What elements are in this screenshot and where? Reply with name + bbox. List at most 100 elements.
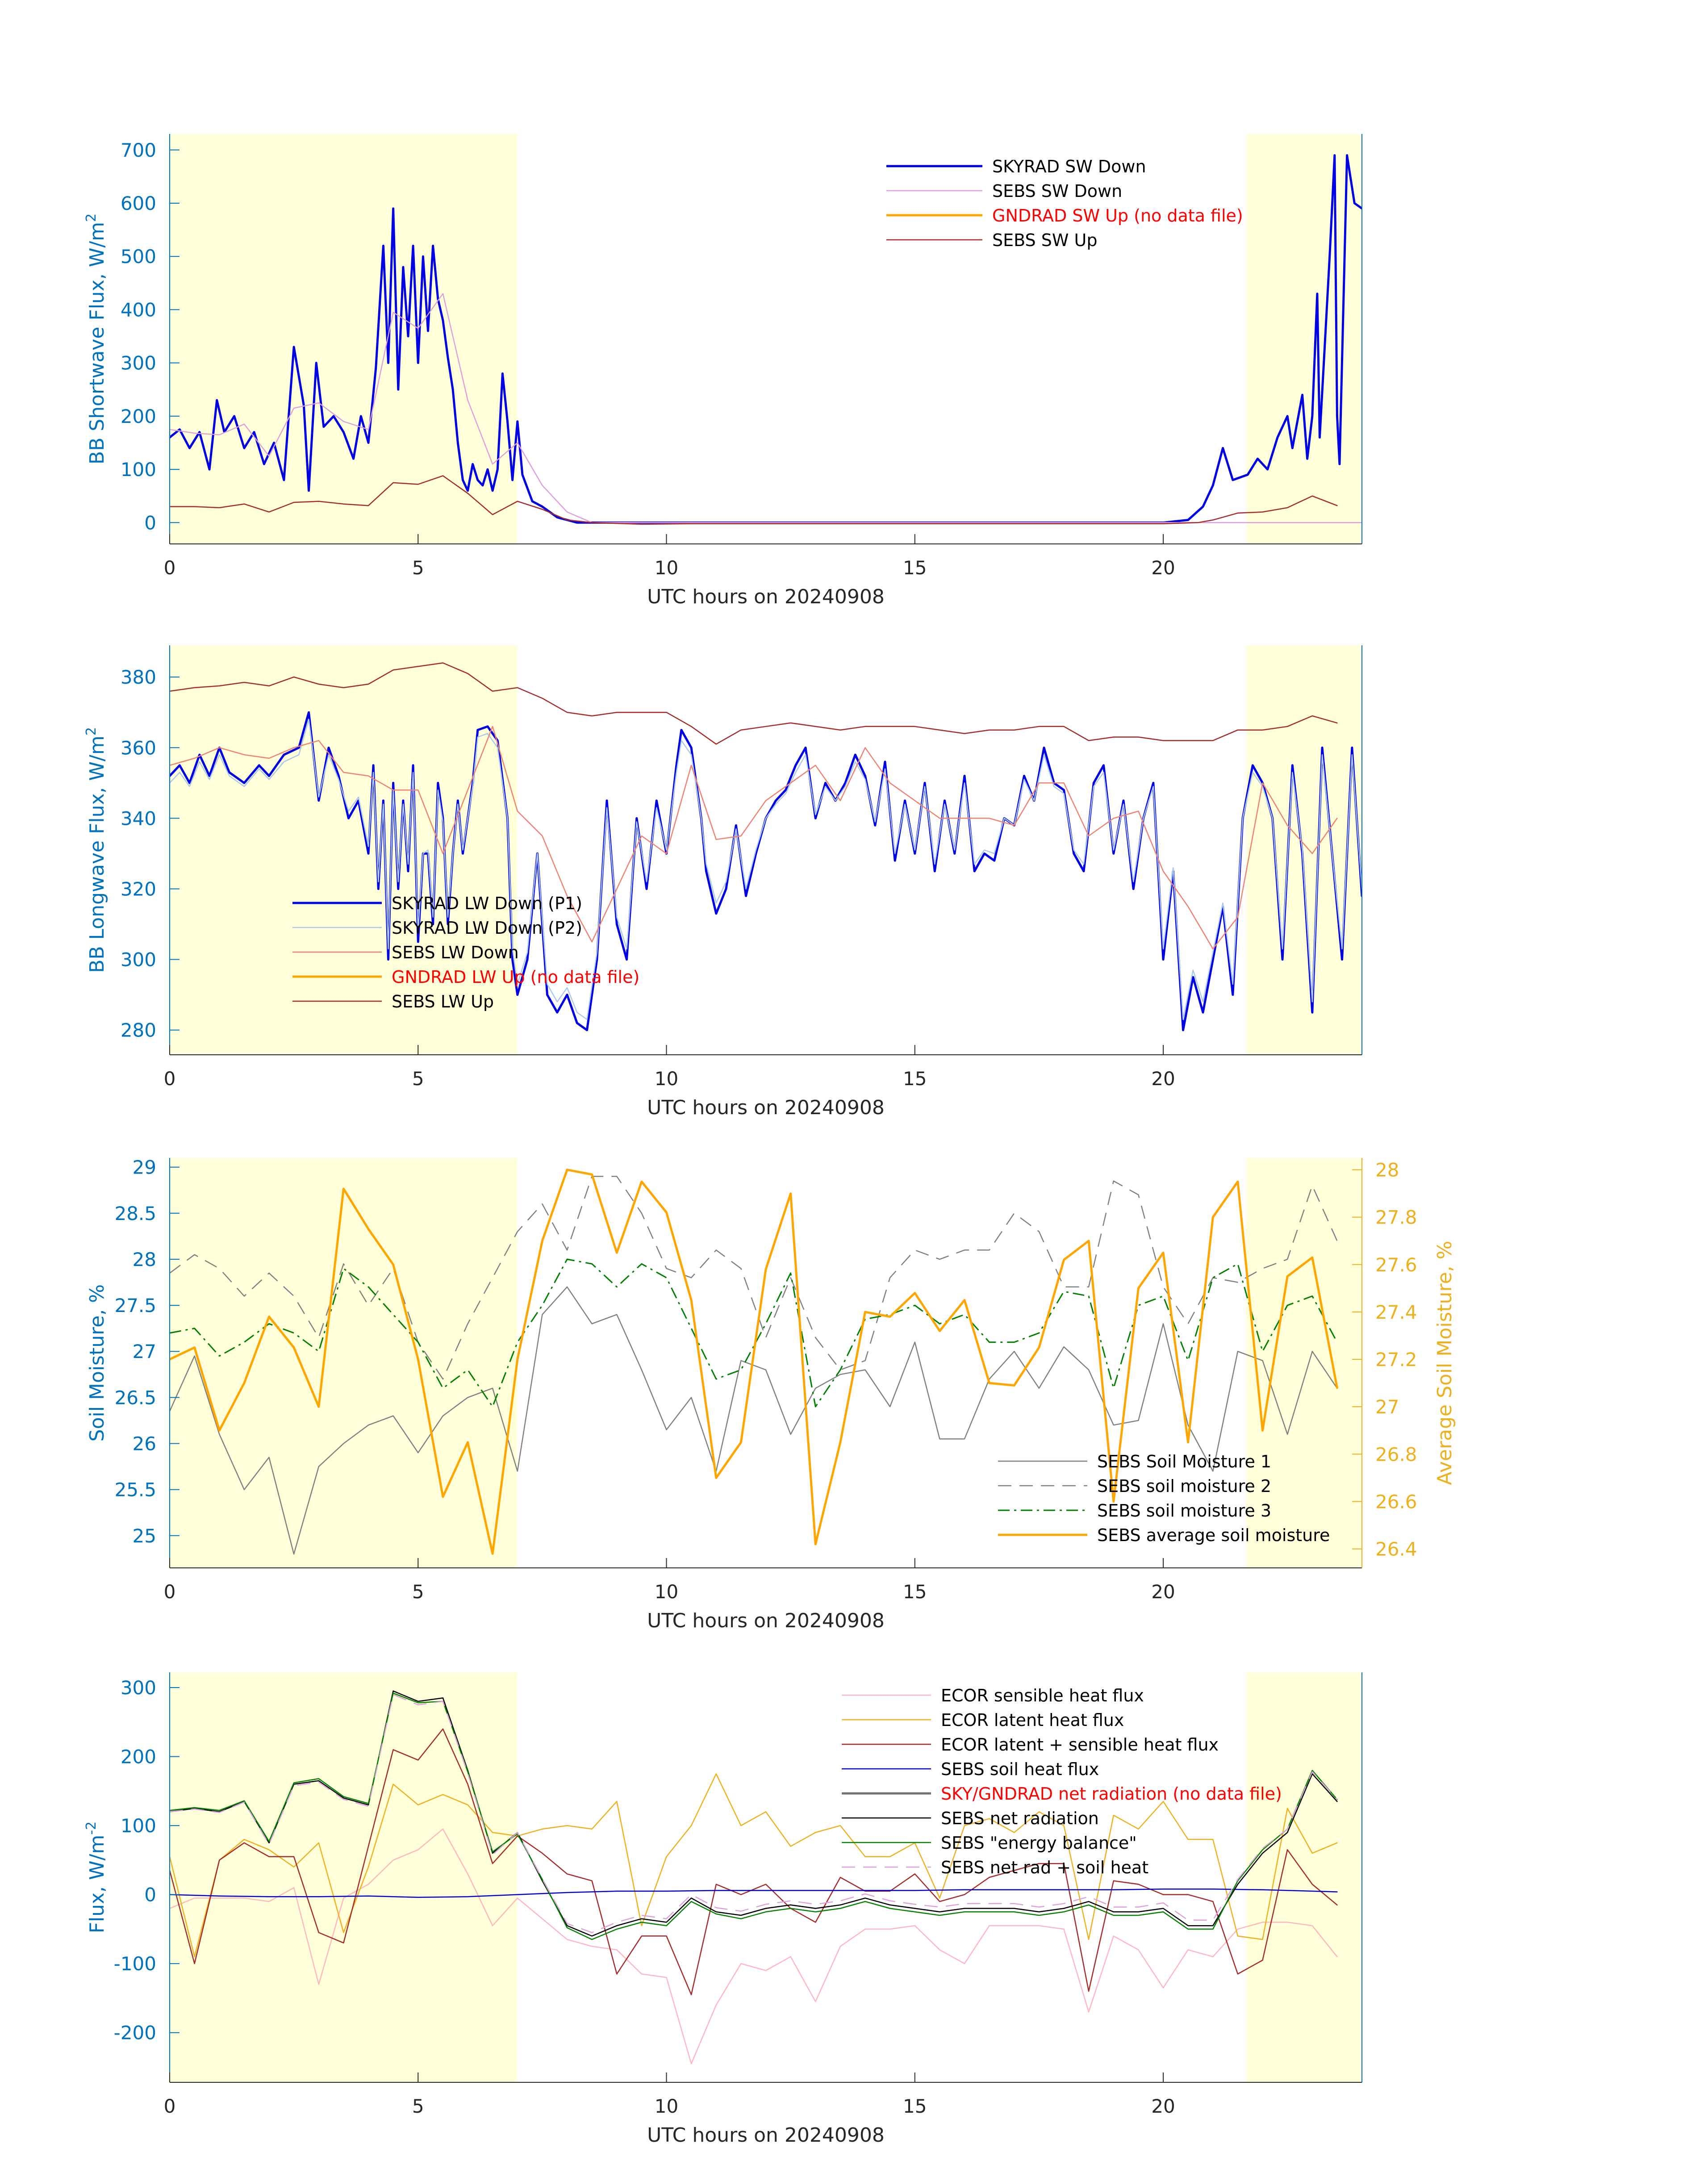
x-tick-label: 5 <box>412 2095 424 2117</box>
night-shade <box>170 134 518 544</box>
y-tick-label: 300 <box>121 352 156 374</box>
y-tick-label: -100 <box>114 1953 156 1975</box>
y-tick-label: 27.5 <box>114 1295 156 1316</box>
y-axis-label-sup: -2 <box>84 1822 99 1835</box>
panel-lw: 0 5 10 15 20 UTC hours on 20240908 280 300 320 34… <box>84 645 1362 1119</box>
legend-label: SEBS net rad + soil heat <box>941 1858 1148 1877</box>
x-tick-label: 15 <box>903 1581 927 1603</box>
night-shade <box>170 1672 518 2082</box>
y-tick-label: 29 <box>133 1157 156 1178</box>
legend-label: SEBS soil moisture 2 <box>1097 1476 1271 1496</box>
x-axis-label: UTC hours on 20240908 <box>647 2124 885 2147</box>
legend-label: SEBS soil heat flux <box>941 1759 1099 1779</box>
x-tick-label: 20 <box>1151 1581 1175 1603</box>
legend-label: ECOR latent heat flux <box>941 1710 1124 1730</box>
y-tick-label: 500 <box>121 246 156 267</box>
legend: SKYRAD LW Down (P1) SKYRAD LW Down (P2) SE… <box>292 894 639 1011</box>
legend-label: SEBS SW Up <box>992 230 1097 250</box>
series-line <box>170 662 1338 745</box>
night-shade <box>1246 1158 1362 1568</box>
series-line <box>170 1169 1338 1555</box>
y-tick-label: 320 <box>121 878 156 900</box>
y-right-tick-label: 28 <box>1375 1159 1399 1181</box>
y-right-tick-label: 27.2 <box>1375 1349 1417 1371</box>
legend-label: SEBS LW Up <box>392 992 494 1011</box>
night-shade <box>170 645 518 1055</box>
x-tick-label: 20 <box>1151 2095 1175 2117</box>
y-tick-label: 360 <box>121 737 156 759</box>
y-tick-label: 100 <box>121 1815 156 1837</box>
y-axis-label-text: Flux, W/m <box>86 1835 109 1934</box>
y-tick-label: 200 <box>121 1746 156 1768</box>
y-tick-label: 27 <box>133 1341 156 1362</box>
x-tick-label: 0 <box>164 1581 176 1603</box>
x-tick-label: 5 <box>412 1581 424 1603</box>
legend-label: SEBS soil moisture 3 <box>1097 1501 1271 1521</box>
y-tick-label: 25 <box>133 1525 156 1547</box>
y-axis-label-text: BB Shortwave Flux, W/m <box>86 222 109 464</box>
y-right-tick-label: 26.8 <box>1375 1443 1417 1465</box>
series-line <box>170 1728 1338 1995</box>
x-tick-label: 10 <box>655 1581 678 1603</box>
legend-label: ECOR latent + sensible heat flux <box>941 1735 1219 1755</box>
legend: ECOR sensible heat flux ECOR latent heat … <box>842 1686 1282 1877</box>
series-line <box>170 1692 1338 1940</box>
y-axis-label-sup: 2 <box>84 727 99 735</box>
y-tick-label: 600 <box>121 192 156 214</box>
legend: SKYRAD SW Down SEBS SW Down GNDRAD SW Up (… <box>886 157 1243 250</box>
series-line <box>170 719 1362 1020</box>
y-tick-label: 28.5 <box>114 1203 156 1224</box>
y-tick-label: -200 <box>114 2022 156 2044</box>
legend-label: SEBS average soil moisture <box>1097 1525 1330 1545</box>
x-tick-label: 10 <box>655 2095 678 2117</box>
y-right-tick-label: 27 <box>1375 1396 1399 1418</box>
y-tick-label: 0 <box>144 1884 156 1906</box>
x-tick-label: 15 <box>903 2095 927 2117</box>
x-tick-label: 5 <box>412 1068 424 1090</box>
series-group <box>170 154 1362 525</box>
night-shade <box>1246 134 1362 544</box>
x-tick-label: 20 <box>1151 557 1175 579</box>
night-shade <box>170 1158 518 1568</box>
y-right-tick-label: 27.4 <box>1375 1301 1417 1323</box>
night-shade <box>1246 645 1362 1055</box>
x-tick-label: 5 <box>412 557 424 579</box>
legend-label: SKY/GNDRAD net radiation (no data file) <box>941 1784 1282 1804</box>
y-right-axis-label: Average Soil Moisture, % <box>1433 1241 1456 1485</box>
series-group <box>170 1690 1338 2064</box>
series-line <box>170 726 1338 950</box>
x-tick-label: 15 <box>903 1068 927 1090</box>
legend-label: ECOR sensible heat flux <box>941 1686 1144 1705</box>
series-line <box>170 1258 1338 1408</box>
y-tick-label: 340 <box>121 807 156 829</box>
legend-label: GNDRAD LW Up (no data file) <box>392 967 639 987</box>
legend-label: SKYRAD LW Down (P1) <box>392 894 582 913</box>
y-axis-label: BB Shortwave Flux, W/m2 <box>84 213 109 464</box>
y-tick-label: 300 <box>121 949 156 971</box>
y-axis-label-text: BB Longwave Flux, W/m <box>86 735 109 973</box>
y-right-tick-label: 26.6 <box>1375 1491 1417 1513</box>
y-axis-label: Flux, W/m-2 <box>84 1822 109 1934</box>
y-tick-label: 300 <box>121 1677 156 1699</box>
legend-label: SEBS "energy balance" <box>941 1833 1137 1853</box>
x-tick-label: 10 <box>655 1068 678 1090</box>
y-tick-label: 26 <box>133 1433 156 1455</box>
y-tick-label: 0 <box>144 512 156 534</box>
panel-sm: 0 5 10 15 20 UTC hours on 20240908 25 25.5 26 26.… <box>86 1157 1456 1632</box>
y-tick-label: 25.5 <box>114 1479 156 1501</box>
series-line <box>170 154 1362 524</box>
x-tick-label: 0 <box>164 557 176 579</box>
series-line <box>170 475 1338 525</box>
legend-label: SKYRAD LW Down (P2) <box>392 918 582 938</box>
series-line <box>170 293 1362 523</box>
x-axis-label: UTC hours on 20240908 <box>647 1096 885 1119</box>
series-line <box>170 1176 1338 1380</box>
y-axis-label-sup: 2 <box>84 213 99 222</box>
x-axis-label: UTC hours on 20240908 <box>647 1609 885 1632</box>
x-tick-label: 0 <box>164 1068 176 1090</box>
panel-flux: 0 5 10 15 20 UTC hours on 20240908 -200 -100 0 10… <box>84 1672 1362 2147</box>
y-tick-label: 700 <box>121 139 156 161</box>
series-line <box>170 1773 1338 1957</box>
y-right-tick-label: 27.6 <box>1375 1254 1417 1276</box>
